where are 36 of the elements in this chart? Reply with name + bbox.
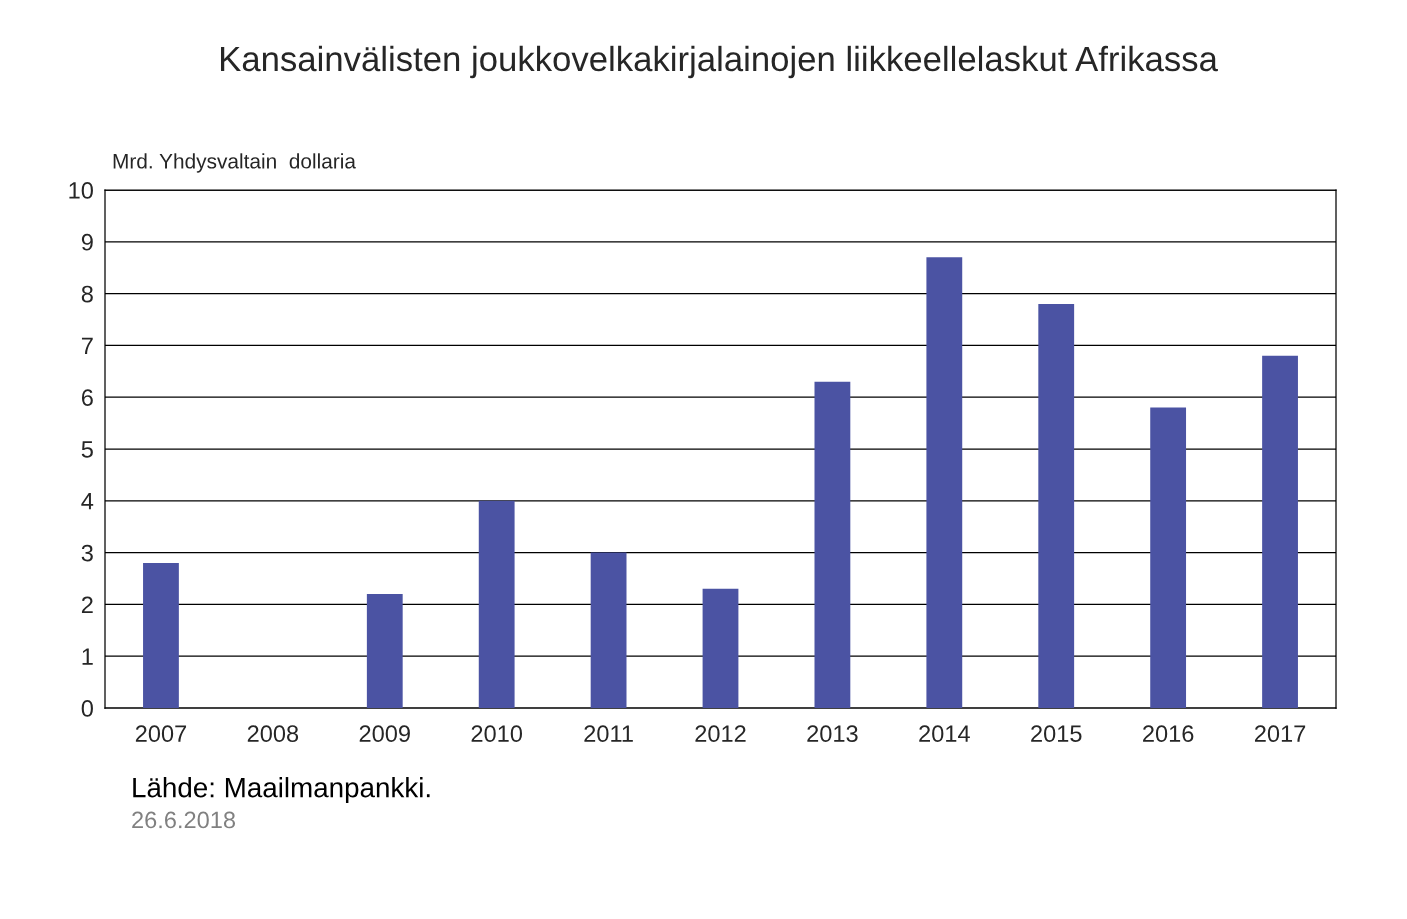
y-tick-label: 5 xyxy=(81,441,93,458)
bar xyxy=(1262,355,1298,708)
y-tick-label: 2 xyxy=(81,596,93,613)
x-tick-label: 2016 xyxy=(1143,725,1194,743)
bar xyxy=(590,552,627,708)
x-tick-label: 2011 xyxy=(584,725,633,743)
x-tick-label: 2007 xyxy=(135,725,187,743)
bar xyxy=(814,381,851,708)
text: 26.6.2018 xyxy=(132,811,236,829)
y-tick-label: 1 xyxy=(82,648,93,665)
bar xyxy=(1038,303,1075,708)
x-tick-label: 2010 xyxy=(471,725,523,743)
y-tick-label: 6 xyxy=(81,389,93,406)
x-tick-label: 2015 xyxy=(1031,725,1082,743)
text: Lähde: Maailmanpankki. xyxy=(133,777,430,803)
y-tick-label: 4 xyxy=(81,493,94,510)
bar xyxy=(1150,407,1187,708)
bar xyxy=(702,588,739,708)
bar xyxy=(366,594,403,708)
y-tick-label: 7 xyxy=(81,337,93,354)
x-tick-label: 2013 xyxy=(807,725,858,743)
y-axis-title: Mrd. Yhdysvaltain dollaria xyxy=(113,153,356,173)
x-tick-label: 2014 xyxy=(919,725,970,743)
bar xyxy=(478,500,515,708)
bar xyxy=(143,562,179,708)
x-tick-label: 2008 xyxy=(247,725,299,743)
bar xyxy=(926,257,963,708)
y-tick-label: 10 xyxy=(69,182,93,199)
y-tick-label: 9 xyxy=(81,233,93,251)
y-tick-label: 3 xyxy=(81,544,93,562)
y-tick-label: 8 xyxy=(81,285,93,303)
chart-title: Kansainvälisten joukkovelkakirjalainojen liikkeellelaskut Afrikassa xyxy=(221,45,1218,79)
x-tick-label: 2009 xyxy=(359,725,410,743)
x-tick-label: 2017 xyxy=(1254,725,1306,743)
x-tick-label: 2012 xyxy=(695,725,746,743)
y-tick-label: 0 xyxy=(81,700,93,717)
